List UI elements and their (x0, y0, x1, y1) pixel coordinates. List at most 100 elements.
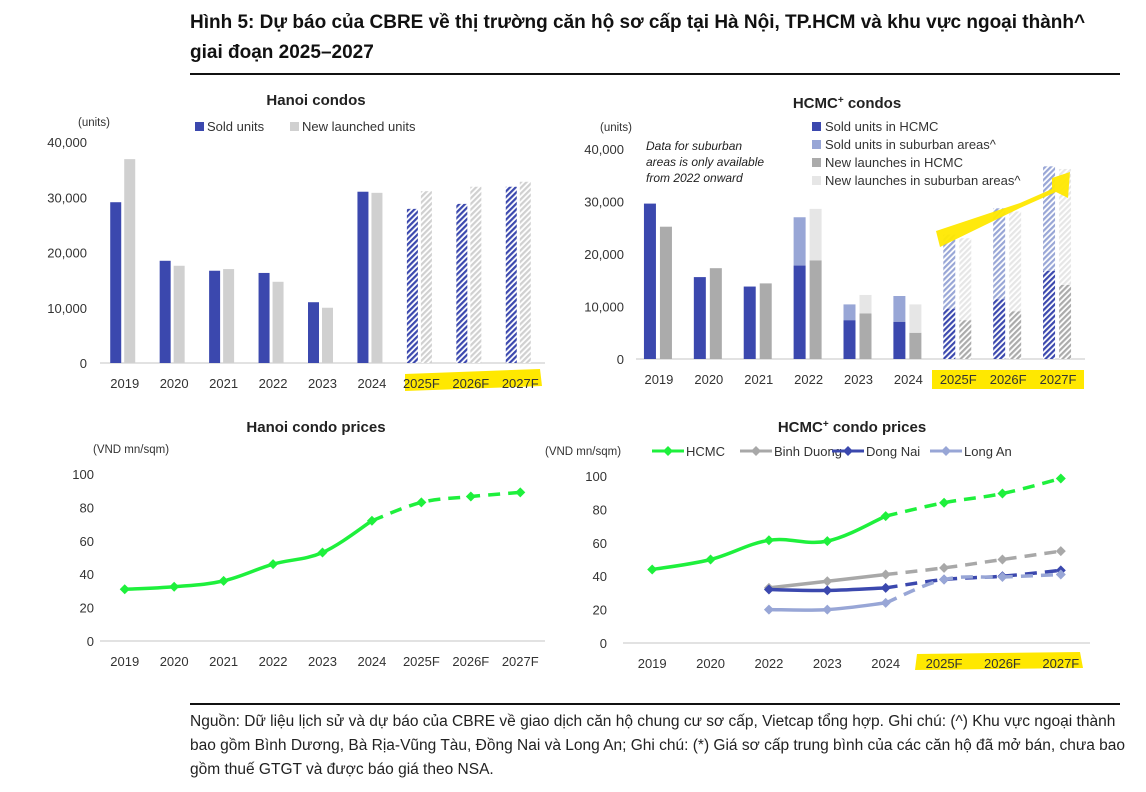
data-point-hanoi-2025F (416, 497, 427, 508)
bar-segment-sold-2024 (893, 296, 906, 322)
bar-new-2023 (322, 307, 333, 363)
bar-segment-sold-2027F (1043, 270, 1056, 359)
x-tick-label: 2024 (357, 376, 386, 391)
source-note: Nguồn: Dữ liệu lịch sử và dự báo của CBR… (190, 713, 1125, 778)
x-tick-label: 2027F (1042, 656, 1079, 671)
data-point-hanoi-2026F (465, 491, 476, 502)
y-tick-label: 40,000 (47, 135, 87, 150)
legend-label: Binh Duong (774, 444, 842, 459)
y-tick-label: 80 (80, 500, 94, 515)
legend-label: New launches in suburban areas^ (825, 173, 1021, 188)
x-tick-label: 2023 (844, 372, 873, 387)
data-point-dong-nai-2023 (822, 585, 833, 596)
y-tick-label: 20 (80, 601, 94, 616)
forecast-highlight (932, 370, 1084, 389)
bar-segment-new-2023 (859, 313, 872, 359)
bar-new-2025F (420, 191, 432, 363)
y-axis-unit-label: (VND mn/sqm) (545, 446, 621, 458)
legend-swatch (812, 176, 821, 185)
bar-new-2026F (470, 186, 482, 363)
x-tick-label: 2027F (502, 654, 539, 669)
bar-segment-new-2027F (1059, 284, 1072, 359)
bar-segment-new-2024 (909, 304, 922, 333)
bar-segment-new-2025F (959, 238, 972, 321)
bar-segment-new-2019 (659, 226, 672, 359)
bar-segment-sold-2025F (943, 234, 956, 309)
x-tick-label: 2025F (403, 654, 440, 669)
x-tick-label: 2022 (259, 654, 288, 669)
legend-label: Dong Nai (866, 444, 920, 459)
y-tick-label: 40,000 (584, 142, 624, 157)
bar-new-2027F (519, 181, 531, 363)
trend-arrow-annotation (936, 172, 1070, 247)
x-tick-label: 2020 (696, 656, 725, 671)
y-tick-label: 100 (72, 467, 94, 482)
bar-segment-sold-2022 (793, 217, 806, 266)
y-axis-unit-label: (VND mn/sqm) (93, 444, 169, 456)
legend-marker (843, 446, 853, 456)
data-point-long-an-2022 (763, 604, 774, 615)
legend-marker (751, 446, 761, 456)
y-tick-label: 20,000 (584, 247, 624, 262)
bar-segment-sold-2024 (893, 321, 906, 359)
chart-title: Hanoi condos (266, 92, 365, 109)
data-point-hanoi-2022 (268, 559, 279, 570)
data-point-hanoi-2020 (169, 581, 180, 592)
series-forecast-line-binh-duong (885, 549, 1062, 577)
bar-new-2020 (173, 265, 185, 363)
x-tick-label: 2027F (502, 376, 539, 391)
x-tick-label: 2022 (754, 656, 783, 671)
bar-sold-2025F (406, 208, 418, 363)
data-point-long-an-2024 (880, 597, 891, 608)
y-tick-label: 80 (593, 502, 607, 517)
data-point-long-an-2027F (1055, 569, 1066, 580)
bar-sold-2021 (209, 270, 221, 363)
data-point-hcmc-2024 (880, 511, 891, 522)
data-point-long-an-2023 (822, 604, 833, 615)
bar-segment-new-2027F (1059, 168, 1072, 285)
legend-marker (941, 446, 951, 456)
bar-segment-sold-2021 (743, 286, 756, 359)
data-point-dong-nai-2024 (880, 582, 891, 593)
data-point-hanoi-2021 (218, 575, 229, 586)
legend-label: Sold units in suburban areas^ (825, 137, 997, 152)
y-tick-label: 100 (585, 469, 607, 484)
series-line-hanoi (122, 519, 374, 591)
bar-segment-sold-2026F (993, 208, 1006, 300)
suburban-data-note: from 2022 onward (646, 171, 743, 185)
bar-segment-new-2022 (809, 208, 822, 261)
series-forecast-line-dong-nai (885, 568, 1061, 590)
bar-sold-2023 (308, 302, 319, 363)
legend-label: Long An (964, 444, 1012, 459)
legend-swatch (195, 122, 204, 131)
bar-sold-2022 (258, 272, 270, 363)
x-tick-label: 2024 (357, 654, 386, 669)
series-forecast-line-long-an (885, 572, 1061, 605)
bar-segment-new-2020 (709, 268, 722, 359)
legend-swatch (812, 158, 821, 167)
chart-title: Hanoi condo prices (246, 419, 385, 436)
bar-segment-sold-2023 (843, 320, 856, 359)
x-tick-label: 2025F (940, 372, 977, 387)
x-tick-label: 2026F (452, 654, 489, 669)
y-tick-label: 40 (80, 567, 94, 582)
data-point-hanoi-2023 (317, 547, 328, 558)
y-tick-label: 0 (80, 356, 87, 371)
note-rule (190, 703, 1120, 705)
y-tick-label: 30,000 (47, 190, 87, 205)
x-tick-label: 2026F (990, 372, 1027, 387)
legend-marker (663, 446, 673, 456)
y-tick-label: 60 (593, 536, 607, 551)
x-tick-label: 2025F (403, 376, 440, 391)
bar-segment-new-2026F (1009, 211, 1022, 312)
y-tick-label: 10,000 (584, 300, 624, 315)
bar-segment-sold-2020 (693, 277, 706, 359)
y-tick-label: 30,000 (584, 195, 624, 210)
chart-title: HCMC+ condos (793, 95, 901, 113)
data-point-hanoi-2019 (119, 584, 130, 595)
x-tick-label: 2021 (209, 376, 238, 391)
x-tick-label: 2023 (308, 376, 337, 391)
bar-segment-new-2024 (909, 332, 922, 359)
bar-new-2024 (371, 192, 383, 363)
